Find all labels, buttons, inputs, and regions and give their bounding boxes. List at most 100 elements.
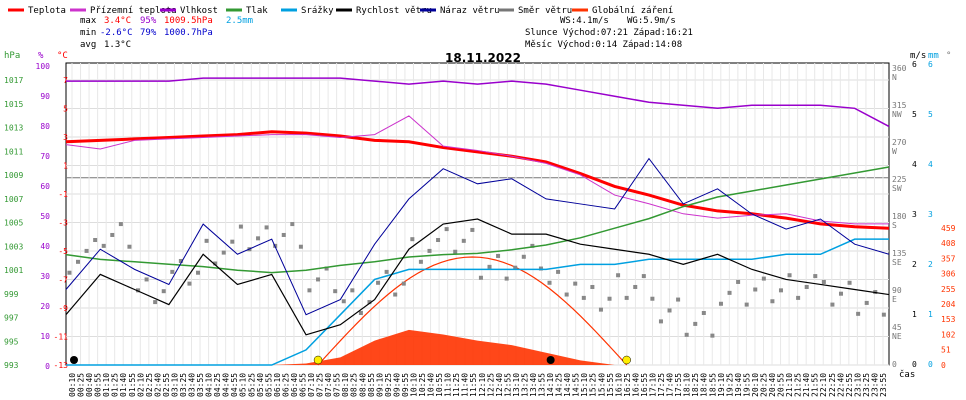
- legend-label: Globální záření: [592, 6, 673, 16]
- rad-tick-label: 408: [941, 239, 956, 248]
- wind-dir-point: [684, 332, 689, 337]
- hpa-tick-label: 1001: [4, 266, 23, 275]
- time-tick-label: 08:25: [350, 373, 359, 397]
- wind-dir-point: [470, 227, 475, 232]
- wind-dir-point: [461, 238, 466, 243]
- time-tick-label: 13:10: [512, 373, 521, 397]
- time-tick-label: 09:55: [401, 373, 410, 397]
- right-axis-ticks: 360N315NW270W225SW180S135SE90E45NE065432…: [892, 60, 956, 370]
- sun-set-marker: [622, 355, 631, 365]
- legend-label: Vlhkost: [180, 6, 218, 16]
- wind-dir-point: [787, 273, 792, 278]
- time-tick-label: 21:25: [794, 373, 803, 397]
- time-tick-label: 07:40: [324, 373, 333, 397]
- time-tick-label: 07:10: [307, 373, 316, 397]
- axis-units: hPa % °C m/s mm ° čas: [4, 51, 951, 380]
- wind-dir-point: [556, 269, 561, 274]
- wind-dir-point: [658, 319, 663, 324]
- wind-dir-point: [778, 288, 783, 293]
- time-tick-label: 11:40: [461, 373, 470, 397]
- time-tick-label: 10:10: [409, 373, 418, 397]
- dir-tick-label: 315: [892, 101, 907, 110]
- time-tick-label: 17:10: [649, 373, 658, 397]
- time-tick-label: 02:10: [136, 373, 145, 397]
- hpa-tick-label: 1011: [4, 147, 23, 156]
- hpa-tick-label: 1015: [4, 100, 23, 109]
- wind-dir-point: [864, 300, 869, 305]
- wind-dir-point: [573, 281, 578, 286]
- stat-min-hum: 79%: [140, 28, 157, 38]
- wind-dir-point: [718, 301, 723, 306]
- c-tick-label: -13: [54, 361, 69, 370]
- stats-block: max 3.4°C 95% 1009.5hPa 2.5mm min -2.6°C…: [80, 16, 693, 50]
- wind-dir-point: [410, 237, 415, 242]
- time-tick-label: 04:55: [230, 373, 239, 397]
- legend: Teplota Přízemní teplota Vlhkost Tlak Srážky…: [8, 6, 673, 16]
- wind-dir-point: [213, 261, 218, 266]
- dir-tick-label: 270: [892, 138, 907, 147]
- wind-dir-point: [333, 289, 338, 294]
- hpa-unit-label: hPa: [4, 51, 20, 61]
- c-tick-label: 5: [63, 105, 68, 114]
- pct-tick-label: 80: [40, 122, 50, 131]
- time-tick-label: 03:10: [170, 373, 179, 397]
- wind-dir-point: [607, 296, 612, 301]
- mm-tick-label: 3: [928, 210, 933, 219]
- wind-dir-point: [101, 243, 106, 248]
- wind-dir-point: [513, 265, 518, 270]
- time-tick-label: 16:25: [623, 373, 632, 397]
- pct-tick-label: 70: [40, 152, 50, 161]
- legend-label: Směr větru: [518, 6, 572, 16]
- legend-label: Přízemní teplota: [90, 6, 177, 16]
- wind-dir-point: [393, 292, 398, 297]
- c-unit-label: °C: [57, 51, 68, 61]
- wind-dir-point: [761, 276, 766, 281]
- dir-tick-label: 225: [892, 175, 907, 184]
- pct-tick-label: 0: [45, 362, 50, 371]
- dir-tick-label: 90: [892, 286, 902, 295]
- wind-dir-point: [350, 288, 355, 293]
- time-tick-label: 19:55: [742, 373, 751, 397]
- pct-tick-label: 90: [40, 92, 50, 101]
- hpa-tick-label: 1007: [4, 195, 23, 204]
- wind-dir-point: [633, 284, 638, 289]
- time-tick-label: 19:25: [725, 373, 734, 397]
- sun-rise-marker: [313, 355, 323, 365]
- stat-ws: WS:4.1m/s: [560, 16, 609, 26]
- hpa-tick-label: 1005: [4, 219, 23, 228]
- gridlines: [66, 63, 889, 366]
- wind-dir-point: [204, 238, 209, 243]
- wind-dir-point: [581, 295, 586, 300]
- time-tick-label: 10:55: [435, 373, 444, 397]
- stat-max-press: 1009.5hPa: [164, 16, 213, 26]
- time-tick-label: 14:10: [546, 373, 555, 397]
- time-tick-label: 15:40: [597, 373, 606, 397]
- wind-dir-point: [427, 248, 432, 253]
- wind-dir-point: [744, 302, 749, 307]
- wind-dir-point: [641, 274, 646, 279]
- sun-path: [317, 256, 628, 366]
- astro-markers: [70, 355, 631, 365]
- time-tick-label: 09:10: [375, 373, 384, 397]
- hpa-tick-label: 1003: [4, 242, 23, 251]
- hpa-tick-label: 1017: [4, 76, 23, 85]
- stat-min-temp: -2.6°C: [100, 28, 133, 38]
- c-tick-label: -5: [58, 247, 68, 256]
- moon-rise-marker: [70, 356, 79, 364]
- wind-dir-point: [693, 321, 698, 326]
- c-tick-label: 7: [63, 76, 68, 85]
- time-tick-label: 12:10: [478, 373, 487, 397]
- time-tick-label: 13:40: [529, 373, 538, 397]
- c-tick-label: -7: [58, 276, 68, 285]
- time-tick-label: 06:10: [273, 373, 282, 397]
- dir-tick-label: NW: [892, 110, 902, 119]
- left-axis-ticks: 1017101510131011100910071005100310019999…: [4, 62, 68, 371]
- time-tick-label: 12:25: [486, 373, 495, 397]
- time-tick-label: 17:40: [666, 373, 675, 397]
- time-tick-label: 05:40: [256, 373, 265, 397]
- time-tick-label: 09:25: [384, 373, 393, 397]
- series-line: [65, 115, 889, 225]
- mm-tick-label: 0: [928, 360, 933, 369]
- stat-wg: WG:5.9m/s: [627, 16, 676, 26]
- c-tick-label: -9: [58, 304, 68, 313]
